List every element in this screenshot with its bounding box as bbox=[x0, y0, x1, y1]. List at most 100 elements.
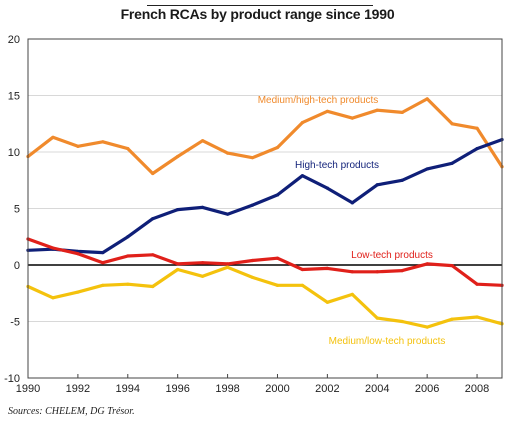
annotation-label: Medium/low-tech products bbox=[329, 336, 446, 347]
data-point-medium-high-tech-products bbox=[101, 140, 105, 144]
data-point-low-tech-products bbox=[275, 256, 280, 260]
data-point-low-tech-products bbox=[325, 266, 329, 270]
data-point-medium-high-tech-products bbox=[300, 121, 305, 125]
data-point-low-tech-products bbox=[375, 270, 379, 274]
data-point-high-tech-products bbox=[450, 161, 454, 165]
data-point-low-tech-products bbox=[300, 267, 305, 272]
data-point-medium-low-tech-products bbox=[325, 300, 329, 304]
data-point-high-tech-products bbox=[325, 186, 329, 190]
data-point-medium-low-tech-products bbox=[300, 283, 305, 287]
data-point-medium-low-tech-products bbox=[475, 315, 479, 319]
data-point-high-tech-products bbox=[475, 147, 479, 151]
data-point-medium-low-tech-products bbox=[425, 325, 429, 329]
x-tick-labels: 1990 1992 1994 1996 1998 2000 2002 2004 2006 2008 bbox=[16, 383, 490, 395]
data-point-medium-low-tech-products bbox=[375, 316, 379, 320]
data-point-high-tech-products bbox=[126, 235, 130, 239]
annotation-label: Low-tech products bbox=[351, 250, 433, 261]
data-point-medium-low-tech-products bbox=[275, 283, 280, 287]
data-point-low-tech-products bbox=[450, 263, 454, 268]
series-group bbox=[26, 97, 504, 329]
data-point-medium-low-tech-products bbox=[151, 284, 155, 289]
x-tick-label: 2004 bbox=[365, 383, 389, 395]
y-tick-labels: -10 -5 0 5 10 15 20 bbox=[4, 34, 20, 385]
data-point-medium-high-tech-products bbox=[51, 135, 55, 139]
y-tick-label: 20 bbox=[8, 34, 20, 46]
chart-title: French RCAs by product range since 1990 bbox=[120, 6, 395, 22]
data-point-high-tech-products bbox=[201, 205, 205, 209]
data-point-medium-high-tech-products bbox=[475, 126, 479, 130]
data-point-high-tech-products bbox=[176, 208, 180, 212]
data-point-medium-low-tech-products bbox=[76, 290, 80, 294]
data-point-medium-low-tech-products bbox=[176, 267, 180, 272]
x-tick-label: 1998 bbox=[215, 383, 239, 395]
data-point-low-tech-products bbox=[76, 252, 80, 256]
x-tick-label: 2006 bbox=[415, 383, 439, 395]
data-point-high-tech-products bbox=[151, 217, 155, 221]
y-tick-label: 5 bbox=[14, 204, 20, 216]
data-point-low-tech-products bbox=[475, 282, 479, 286]
data-point-medium-high-tech-products bbox=[250, 156, 255, 160]
series-line-medium-high-tech-products bbox=[26, 97, 504, 176]
data-point-low-tech-products bbox=[126, 254, 130, 258]
data-point-low-tech-products bbox=[350, 270, 354, 274]
data-point-medium-high-tech-products bbox=[450, 122, 454, 126]
data-point-medium-low-tech-products bbox=[400, 319, 404, 324]
data-point-medium-high-tech-products bbox=[275, 145, 280, 150]
y-tick-label: -10 bbox=[4, 373, 20, 385]
data-point-low-tech-products bbox=[225, 262, 230, 266]
x-tick-label: 2002 bbox=[315, 383, 339, 395]
series-line-low-tech-products bbox=[26, 237, 504, 287]
y-tick-label: -5 bbox=[10, 317, 20, 329]
data-point-low-tech-products bbox=[400, 269, 404, 273]
series-line-high-tech-products bbox=[26, 138, 504, 255]
data-point-medium-low-tech-products bbox=[51, 296, 55, 300]
y-tick-label: 15 bbox=[8, 91, 20, 103]
data-point-medium-high-tech-products bbox=[126, 147, 130, 151]
data-point-medium-high-tech-products bbox=[375, 108, 379, 112]
data-point-low-tech-products bbox=[176, 262, 180, 266]
data-point-medium-high-tech-products bbox=[176, 154, 180, 159]
data-point-medium-low-tech-products bbox=[101, 283, 105, 287]
y-tick-label: 10 bbox=[8, 147, 20, 159]
annotation-label: High-tech products bbox=[295, 160, 379, 171]
series-line-medium-low-tech-products bbox=[26, 265, 504, 329]
data-point-medium-low-tech-products bbox=[450, 317, 454, 321]
data-point-high-tech-products bbox=[350, 201, 354, 205]
data-point-low-tech-products bbox=[250, 258, 255, 263]
data-point-medium-high-tech-products bbox=[425, 97, 429, 101]
data-point-high-tech-products bbox=[101, 250, 105, 255]
series-annotations: Medium/high-tech products High-tech produ… bbox=[258, 95, 446, 347]
data-point-medium-low-tech-products bbox=[350, 292, 354, 296]
data-point-high-tech-products bbox=[400, 178, 404, 182]
source-note: Sources: CHELEM, DG Trésor. bbox=[8, 406, 135, 417]
x-tick-label: 2008 bbox=[465, 383, 489, 395]
y-tick-label: 0 bbox=[14, 260, 20, 272]
data-point-low-tech-products bbox=[425, 262, 429, 266]
data-point-medium-high-tech-products bbox=[400, 110, 404, 115]
plot-frame bbox=[27, 38, 503, 379]
data-point-medium-high-tech-products bbox=[76, 144, 80, 148]
data-point-high-tech-products bbox=[250, 203, 255, 207]
data-point-high-tech-products bbox=[300, 174, 305, 178]
data-point-medium-high-tech-products bbox=[325, 109, 329, 113]
data-point-low-tech-products bbox=[201, 261, 205, 265]
data-point-high-tech-products bbox=[275, 193, 280, 197]
data-point-low-tech-products bbox=[151, 253, 155, 257]
x-tick-label: 1992 bbox=[66, 383, 90, 395]
x-tick-label: 1994 bbox=[116, 383, 140, 395]
data-point-high-tech-products bbox=[375, 183, 379, 187]
data-point-high-tech-products bbox=[225, 212, 230, 216]
data-point-medium-low-tech-products bbox=[225, 265, 230, 269]
plot-border bbox=[27, 38, 503, 379]
x-tick-label: 1990 bbox=[16, 383, 40, 395]
annotation-label: Medium/high-tech products bbox=[258, 95, 379, 106]
data-point-medium-low-tech-products bbox=[126, 282, 130, 286]
data-point-low-tech-products bbox=[101, 261, 105, 265]
data-point-medium-high-tech-products bbox=[350, 116, 354, 120]
x-tick-label: 1996 bbox=[165, 383, 189, 395]
x-tick-label: 2000 bbox=[265, 383, 289, 395]
data-point-medium-high-tech-products bbox=[201, 139, 205, 143]
data-point-low-tech-products bbox=[51, 246, 55, 250]
title-overline bbox=[147, 5, 373, 6]
